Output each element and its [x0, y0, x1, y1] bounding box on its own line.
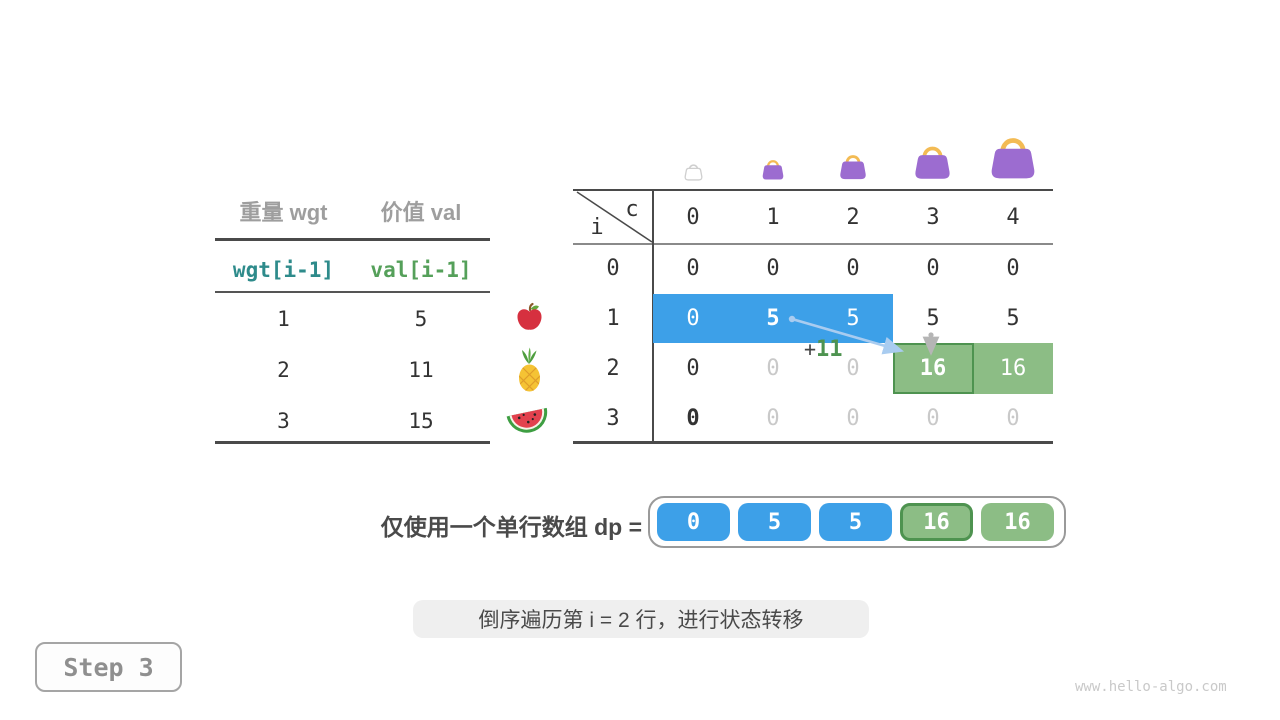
item-weight-1: 1 — [277, 307, 290, 331]
dp-array-cell-1: 5 — [738, 503, 811, 541]
dp-col-header-2: 2 — [846, 204, 860, 230]
dp-cell-0-4: 0 — [1006, 255, 1020, 281]
dp-cell-0-1: 0 — [766, 255, 780, 281]
dp-array-cell-4: 16 — [981, 503, 1054, 541]
transition-annotation: +11 — [804, 337, 843, 362]
item-table-bottom-rule — [215, 441, 490, 444]
apple-icon — [514, 302, 545, 332]
dp-cell-1-2: 5 — [846, 305, 860, 331]
item-table-formula-val: val[i-1] — [370, 258, 472, 282]
annotation-value: 11 — [816, 337, 843, 362]
item-table-top-rule — [215, 238, 490, 241]
dp-corner-row-label: i — [590, 214, 604, 240]
item-weight-3: 3 — [277, 409, 290, 433]
dp-cell-2-4-highlight — [974, 343, 1053, 394]
dp-cell-2-0: 0 — [686, 355, 700, 381]
item-table-mid-rule — [215, 291, 490, 293]
dp-cell-2-3: 16 — [919, 355, 947, 381]
item-table-formula-wgt: wgt[i-1] — [232, 258, 335, 282]
bag-icon-4 — [986, 130, 1040, 181]
item-value-1: 5 — [414, 307, 428, 331]
dp-array-cell-2: 5 — [819, 503, 892, 541]
item-weight-2: 2 — [277, 358, 290, 382]
bag-icon-2 — [837, 150, 869, 181]
empty-bag-icon — [683, 160, 704, 182]
dp-cell-3-3: 0 — [926, 405, 940, 431]
step-badge: Step 3 — [35, 642, 182, 692]
dp-table-header-rule — [573, 243, 1053, 245]
dp-array-cell-3: 16 — [900, 503, 973, 541]
dp-col-header-0: 0 — [686, 204, 700, 230]
item-table-header-value: 价值 val — [380, 200, 462, 225]
watermelon-icon — [505, 400, 551, 438]
caption: 倒序遍历第 i = 2 行，进行状态转移 — [413, 600, 869, 638]
watermark: www.hello-algo.com — [1075, 679, 1227, 695]
dp-array-cell-0: 0 — [657, 503, 730, 541]
dp-cell-1-4: 5 — [1006, 305, 1020, 331]
item-value-2: 11 — [408, 358, 434, 382]
dp-row-header-3: 3 — [606, 405, 620, 431]
dp-cell-1-1: 5 — [766, 305, 780, 331]
dp-corner-col-label: c — [625, 196, 639, 222]
bag-icon-1 — [760, 156, 786, 181]
dp-row-header-1: 1 — [606, 305, 620, 331]
dp-cell-2-4: 16 — [999, 355, 1027, 381]
dp-cell-1-3: 5 — [926, 305, 940, 331]
dp-row-header-2: 2 — [606, 355, 620, 381]
dp-array-label: 仅使用一个单行数组 dp = — [380, 514, 642, 540]
dp-cell-0-0: 0 — [686, 255, 700, 281]
dp-cell-2-1: 0 — [766, 355, 780, 381]
dp-cell-3-0: 0 — [686, 405, 700, 431]
dp-row-header-0: 0 — [606, 255, 620, 281]
dp-cell-2-2: 0 — [846, 355, 860, 381]
dp-cell-0-2: 0 — [846, 255, 860, 281]
dp-cell-3-1: 0 — [766, 405, 780, 431]
dp-cell-3-2: 0 — [846, 405, 860, 431]
dp-cell-3-4: 0 — [1006, 405, 1020, 431]
item-value-3: 15 — [408, 409, 434, 433]
pineapple-icon — [516, 347, 543, 393]
item-table-header-weight: 重量 wgt — [239, 200, 328, 225]
dp-table-top-rule — [573, 189, 1053, 191]
annotation-plus-sign: + — [804, 337, 817, 361]
dp-table-bottom-rule — [573, 441, 1053, 444]
dp-col-header-3: 3 — [926, 204, 940, 230]
dp-col-header-1: 1 — [766, 204, 780, 230]
bag-icon-3 — [911, 140, 954, 181]
dp-cell-1-0: 0 — [686, 305, 700, 331]
dp-col-header-4: 4 — [1006, 204, 1020, 230]
dp-cell-0-3: 0 — [926, 255, 940, 281]
